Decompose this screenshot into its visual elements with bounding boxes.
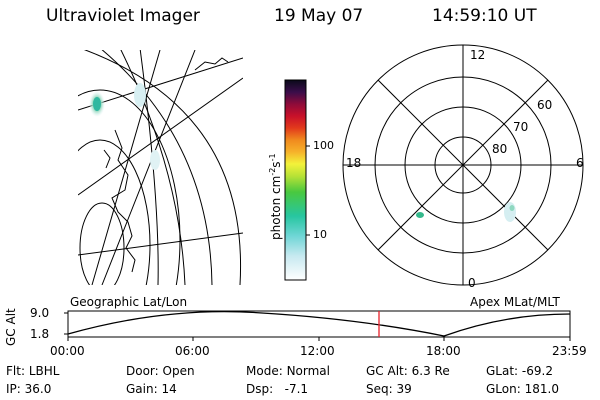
info-seq: Seq: 39 — [366, 382, 412, 396]
xtick-1800: 18:00 — [426, 344, 461, 358]
colorbar — [284, 79, 307, 281]
mlt-label-12: 12 — [470, 48, 486, 62]
info-mode: Mode: Normal — [246, 364, 330, 378]
geographic-map — [78, 50, 243, 285]
xtick-1200: 12:00 — [300, 344, 335, 358]
altitude-plot — [64, 310, 571, 341]
info-dsp: Dsp: -7.1 — [246, 382, 309, 396]
date-label: 19 May 07 — [274, 6, 364, 26]
app-title: Ultraviolet Imager — [46, 6, 200, 26]
mlat-label-70: 70 — [513, 120, 529, 134]
mlt-label-18: 18 — [346, 156, 362, 170]
info-flt: Flt: LBHL — [6, 364, 60, 378]
info-door: Door: Open — [126, 364, 195, 378]
info-glat: GLat: -69.2 — [486, 364, 553, 378]
polar-plot — [342, 44, 584, 286]
polar-panel-label: Apex MLat/MLT — [470, 295, 560, 309]
altitude-curve — [67, 310, 571, 337]
mlat-label-60: 60 — [537, 98, 553, 112]
geographic-aurora — [89, 83, 160, 170]
colorbar-label: photon cm-2s-1 — [268, 153, 283, 240]
time-label: 14:59:10 UT — [432, 6, 537, 26]
xtick-0000: 00:00 — [50, 344, 85, 358]
info-gcalt: GC Alt: 6.3 Re — [366, 364, 450, 378]
altitude-ytick-low: 1.8 — [30, 327, 50, 341]
xtick-2359: 23:59 — [552, 344, 587, 358]
geo-panel-label: Geographic Lat/Lon — [70, 295, 188, 309]
info-gain: Gain: 14 — [126, 382, 177, 396]
polar-aurora — [416, 202, 516, 222]
altitude-ylabel: GC Alt — [4, 308, 18, 346]
mlat-label-80: 80 — [492, 142, 508, 156]
colorbar-tick-10: 10 — [313, 228, 327, 241]
info-ip: IP: 36.0 — [6, 382, 52, 396]
mlt-label-0: 0 — [468, 276, 476, 290]
colorbar-tick-100: 100 — [313, 139, 334, 152]
altitude-ytick-high: 9.0 — [30, 306, 50, 320]
mlt-label-6: 6 — [576, 156, 584, 170]
info-glon: GLon: 181.0 — [486, 382, 559, 396]
xtick-0600: 06:00 — [175, 344, 210, 358]
